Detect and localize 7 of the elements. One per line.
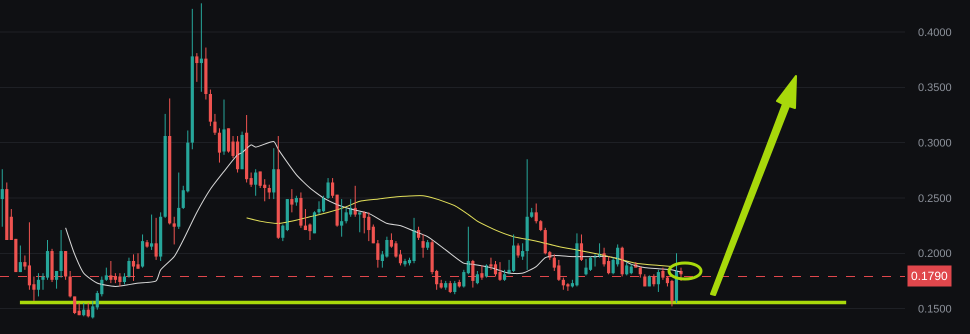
y-tick-label: 0.1500 [918,303,952,316]
y-tick-label: 0.3500 [918,82,952,94]
ref-line-label: 0.1790 [911,269,948,283]
y-tick-label: 0.3000 [918,138,952,150]
y-tick-label: 0.4000 [918,26,952,39]
y-tick-label: 0.2000 [918,248,952,260]
y-tick-label: 0.2500 [918,192,952,205]
